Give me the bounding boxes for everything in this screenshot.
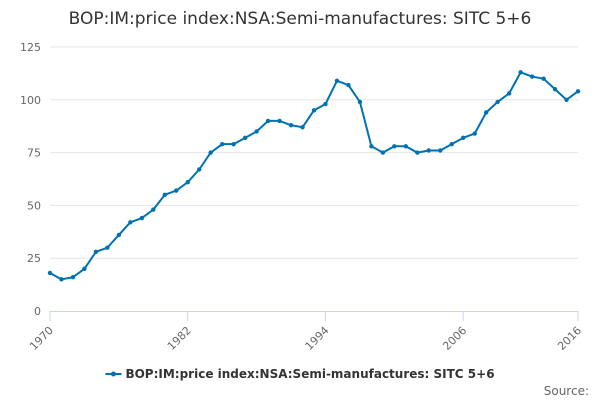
- data-point[interactable]: [151, 207, 156, 212]
- data-point[interactable]: [254, 129, 259, 134]
- y-tick-label: 75: [27, 147, 41, 160]
- data-point[interactable]: [162, 192, 167, 198]
- data-point[interactable]: [495, 99, 500, 105]
- data-point[interactable]: [552, 87, 558, 92]
- data-point[interactable]: [277, 118, 282, 124]
- data-point[interactable]: [174, 188, 179, 193]
- data-point[interactable]: [506, 91, 512, 96]
- data-point[interactable]: [197, 167, 202, 172]
- legend[interactable]: BOP:IM:price index:NSA:Semi-manufactures…: [105, 367, 495, 381]
- x-axis-tick-labels: 1970 1982 1994 2006 2016: [27, 324, 584, 353]
- data-point[interactable]: [208, 150, 213, 155]
- data-point[interactable]: [369, 144, 374, 149]
- data-point[interactable]: [93, 249, 99, 255]
- data-point[interactable]: [70, 275, 76, 280]
- data-point[interactable]: [116, 232, 122, 238]
- data-point[interactable]: [288, 122, 294, 128]
- data-point[interactable]: [231, 141, 236, 147]
- data-point[interactable]: [380, 150, 386, 155]
- data-point[interactable]: [82, 266, 87, 271]
- y-tick-label: 0: [34, 305, 41, 318]
- legend-symbol-marker[interactable]: [110, 371, 116, 377]
- chart-title: BOP:IM:price index:NSA:Semi-manufactures…: [68, 9, 532, 29]
- data-point[interactable]: [518, 70, 523, 75]
- data-point[interactable]: [346, 82, 351, 88]
- source-label[interactable]: Source:: [544, 384, 589, 398]
- data-point[interactable]: [575, 89, 581, 94]
- y-tick-label: 100: [20, 94, 41, 107]
- data-point[interactable]: [357, 99, 363, 105]
- data-point[interactable]: [128, 220, 133, 225]
- data-point[interactable]: [300, 125, 305, 130]
- y-axis-tick-labels: 0 25 50 75 100 125: [20, 41, 41, 318]
- data-point[interactable]: [483, 110, 489, 115]
- x-tick-label: 1994: [303, 324, 332, 353]
- x-tick-label: 1970: [27, 324, 56, 353]
- data-point[interactable]: [564, 97, 569, 103]
- legend-label[interactable]: BOP:IM:price index:NSA:Semi-manufactures…: [125, 367, 494, 381]
- data-point[interactable]: [59, 277, 64, 282]
- data-point[interactable]: [242, 135, 248, 141]
- axes: [49, 311, 579, 321]
- data-point[interactable]: [323, 101, 328, 107]
- data-points: [47, 70, 581, 282]
- y-tick-label: 25: [27, 252, 41, 265]
- data-point[interactable]: [426, 148, 431, 153]
- data-point[interactable]: [392, 144, 397, 149]
- data-point[interactable]: [461, 135, 466, 141]
- x-tick-label: 1982: [165, 324, 194, 353]
- data-point[interactable]: [105, 245, 110, 250]
- grid-lines: [50, 46, 578, 259]
- y-tick-label: 125: [20, 41, 41, 54]
- data-point[interactable]: [438, 148, 443, 153]
- data-point[interactable]: [472, 131, 477, 136]
- data-point[interactable]: [415, 150, 420, 155]
- data-point[interactable]: [265, 118, 271, 124]
- data-point[interactable]: [403, 144, 409, 149]
- data-point[interactable]: [219, 141, 225, 147]
- data-point[interactable]: [139, 215, 145, 221]
- data-point[interactable]: [529, 74, 535, 79]
- x-tick-label: 2006: [440, 324, 469, 353]
- data-point[interactable]: [541, 76, 546, 81]
- data-point[interactable]: [334, 78, 340, 83]
- data-point[interactable]: [311, 108, 317, 113]
- data-point[interactable]: [47, 270, 53, 276]
- data-point[interactable]: [185, 179, 190, 185]
- x-tick-label: 2016: [555, 324, 584, 353]
- y-tick-label: 50: [27, 199, 41, 212]
- data-point[interactable]: [449, 141, 454, 147]
